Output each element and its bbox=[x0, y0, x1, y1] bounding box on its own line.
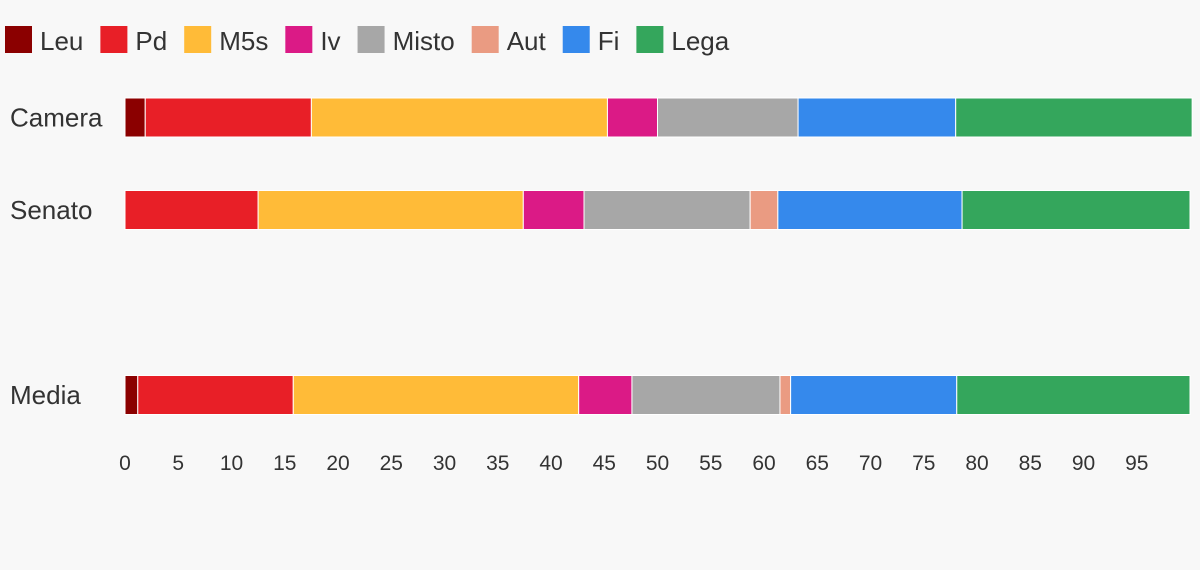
x-tick-label: 5 bbox=[172, 452, 184, 475]
bar-segment-senato-lega bbox=[961, 190, 1191, 230]
bar-segment-senato-iv bbox=[522, 190, 585, 230]
legend-label-fi: Fi bbox=[598, 26, 620, 56]
x-tick-label: 65 bbox=[806, 452, 829, 475]
legend-label-m5s: M5s bbox=[219, 26, 268, 56]
bar-segment-camera-pd bbox=[144, 97, 312, 138]
x-tick-label: 30 bbox=[433, 452, 456, 475]
x-axis-ticks: 0 5 10 15 20 25 30 35 40 45 50 55 60 65 70 75 80 85 90 95 bbox=[119, 452, 1148, 475]
x-tick-label: 85 bbox=[1019, 452, 1042, 475]
x-tick-label: 35 bbox=[486, 452, 509, 475]
chart-legend: Leu Pd M5s Iv Misto Aut Fi Lega bbox=[5, 26, 730, 56]
row-label-camera: Camera bbox=[10, 103, 103, 133]
bar-segment-camera-lega bbox=[955, 97, 1193, 138]
bar-segment-senato-misto bbox=[583, 190, 751, 230]
legend-label-lega: Lega bbox=[671, 26, 729, 56]
bar-segment-camera-iv bbox=[606, 97, 659, 138]
bar-segment-senato-m5s bbox=[257, 190, 524, 230]
legend-swatch-aut bbox=[471, 26, 499, 53]
legend-label-aut: Aut bbox=[507, 26, 547, 56]
x-tick-label: 60 bbox=[752, 452, 775, 475]
legend-swatch-lega bbox=[636, 26, 664, 53]
x-tick-label: 45 bbox=[593, 452, 616, 475]
bar-segment-media-lega bbox=[956, 375, 1191, 415]
legend-swatch-m5s bbox=[184, 26, 212, 53]
x-tick-label: 50 bbox=[646, 452, 669, 475]
bar-segment-media-aut bbox=[779, 375, 792, 415]
bar-segment-camera-m5s bbox=[310, 97, 608, 138]
bar-segment-camera-leu bbox=[124, 97, 146, 138]
bar-segment-media-pd bbox=[137, 375, 294, 415]
row-label-media: Media bbox=[10, 380, 81, 410]
x-tick-label: 55 bbox=[699, 452, 722, 475]
x-tick-label: 80 bbox=[965, 452, 988, 475]
bar-segment-senato-pd bbox=[124, 190, 259, 230]
bar-segment-media-fi bbox=[790, 375, 958, 415]
bar-segment-media-leu bbox=[124, 375, 139, 415]
x-tick-label: 10 bbox=[220, 452, 243, 475]
chart-rows: Camera Senato Media bbox=[10, 103, 103, 411]
legend-label-iv: Iv bbox=[320, 26, 340, 56]
legend-label-pd: Pd bbox=[135, 26, 167, 56]
legend-label-misto: Misto bbox=[393, 26, 455, 56]
row-label-senato: Senato bbox=[10, 195, 92, 225]
x-tick-label: 15 bbox=[273, 452, 296, 475]
bar-segment-media-iv bbox=[578, 375, 633, 415]
bar-segment-media-m5s bbox=[292, 375, 580, 415]
legend-label-leu: Leu bbox=[40, 26, 83, 56]
legend-swatch-leu bbox=[5, 26, 32, 53]
x-tick-label: 95 bbox=[1125, 452, 1148, 475]
legend-swatch-iv bbox=[285, 26, 313, 53]
legend-swatch-fi bbox=[562, 26, 590, 53]
bar-segment-media-misto bbox=[631, 375, 781, 415]
x-tick-label: 25 bbox=[380, 452, 403, 475]
x-tick-label: 40 bbox=[539, 452, 562, 475]
x-tick-label: 90 bbox=[1072, 452, 1095, 475]
x-tick-label: 75 bbox=[912, 452, 935, 475]
bar-segment-senato-aut bbox=[749, 190, 779, 230]
chart-bars bbox=[124, 97, 1193, 415]
legend-swatch-pd bbox=[100, 26, 128, 53]
x-tick-label: 70 bbox=[859, 452, 882, 475]
legend-swatch-misto bbox=[357, 26, 385, 53]
bar-segment-senato-fi bbox=[777, 190, 963, 230]
bar-segment-camera-fi bbox=[797, 97, 957, 138]
bar-segment-camera-misto bbox=[657, 97, 799, 138]
x-tick-label: 20 bbox=[326, 452, 349, 475]
x-tick-label: 0 bbox=[119, 452, 131, 475]
